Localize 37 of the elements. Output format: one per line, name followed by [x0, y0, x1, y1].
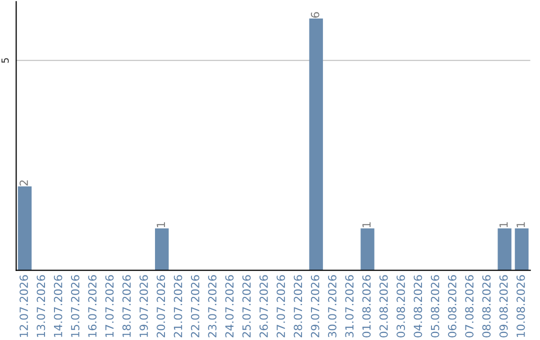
- x-tick-label: 03.08.2026: [396, 275, 405, 338]
- y-tick-label: 5: [2, 58, 9, 63]
- x-tick-label: 20.07.2026: [156, 275, 166, 338]
- x-tick-label: 27.07.2026: [276, 275, 286, 338]
- x-tick-label: 19.07.2026: [140, 275, 148, 337]
- x-tick-label: 14.07.2026: [54, 275, 62, 337]
- x-tick-label: 06.08.2026: [448, 275, 456, 338]
- data-label: 1: [156, 222, 165, 228]
- data-label: 6: [310, 12, 320, 18]
- x-tick-label: 05.08.2026: [430, 275, 440, 338]
- x-tick-label: 15.07.2026: [70, 275, 80, 337]
- x-tick-label: 02.08.2026: [379, 275, 388, 338]
- x-tick-label: 01.08.2026: [362, 275, 371, 338]
- x-tick-label: 18.07.2026: [122, 275, 131, 337]
- x-tick-label: 16.07.2026: [88, 275, 97, 337]
- x-tick-label: 30.07.2026: [328, 275, 336, 338]
- x-tick-label: 26.07.2026: [259, 275, 268, 338]
- x-tick-label: 12.07.2026: [20, 275, 28, 337]
- x-tick-label: 17.07.2026: [105, 275, 114, 337]
- x-tick-label: 24.07.2026: [225, 275, 234, 338]
- x-tick-label: 10.08.2026: [516, 275, 525, 337]
- x-tick-label: 29.07.2026: [310, 275, 320, 338]
- x-tick-label: 22.07.2026: [190, 275, 200, 338]
- data-label: 1: [516, 222, 525, 228]
- x-tick-label: 08.08.2026: [482, 275, 491, 338]
- x-tick-label: 13.07.2026: [36, 275, 46, 337]
- x-tick-label: 23.07.2026: [208, 275, 216, 338]
- x-tick-label: 25.07.2026: [242, 275, 251, 338]
- data-label: 1: [500, 222, 508, 228]
- x-tick-label: 28.07.2026: [294, 275, 302, 338]
- x-tick-label: 21.07.2026: [174, 275, 182, 338]
- x-tick-label: 04.08.2026: [414, 275, 422, 338]
- x-tick-label: 07.08.2026: [465, 275, 474, 338]
- data-label: 2: [20, 180, 28, 186]
- data-label: 1: [362, 222, 371, 228]
- x-tick-label: 09.08.2026: [499, 275, 508, 338]
- x-tick-label: 31.07.2026: [345, 275, 354, 338]
